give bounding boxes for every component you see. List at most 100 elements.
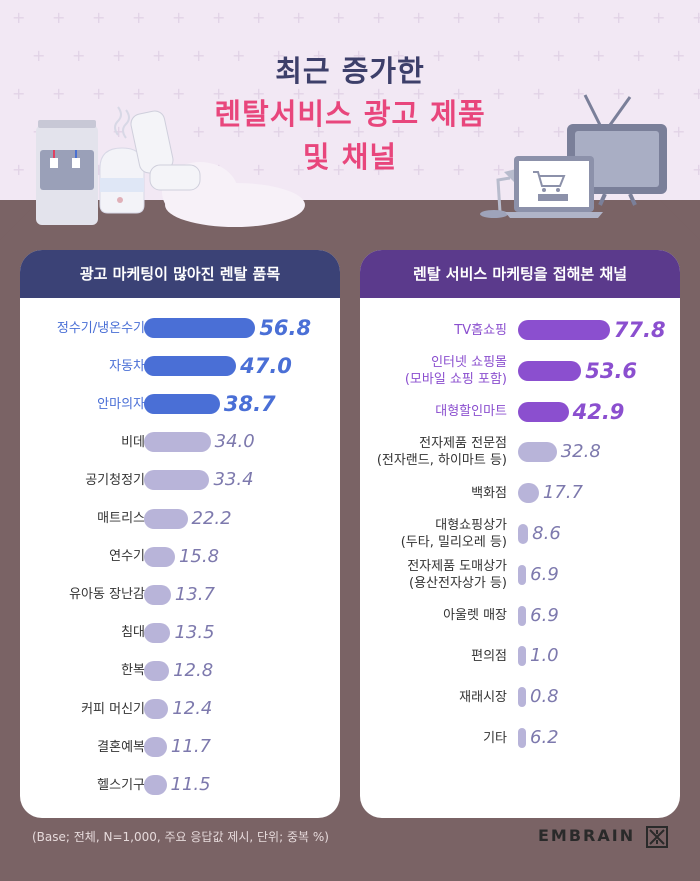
plus-decoration: + [232,46,246,65]
category-label: 전자제품 도매상가 (용산전자상가 등) [407,558,507,591]
laptop-icon [505,156,603,218]
category-label: 비데 [121,434,145,450]
plus-decoration: + [692,160,700,179]
value-label: 32.8 [560,441,601,463]
tv-icon [567,94,667,206]
bar [144,584,171,605]
value-label: 17.7 [542,482,583,504]
plus-decoration: + [372,160,386,179]
bar [518,605,527,626]
category-label: 공기청정기 [85,472,145,488]
plus-decoration: + [112,46,126,65]
plus-decoration: + [332,8,346,27]
plus-decoration: + [212,84,226,103]
category-label: 재래시장 [459,689,507,705]
plus-decoration: + [392,122,406,141]
plus-decoration: + [332,84,346,103]
marketing-channels-chart-title: 렌탈 서비스 마케팅을 접해본 채널 [360,250,680,298]
embrain-logo-icon [646,826,668,848]
category-label: 백화점 [471,485,507,501]
category-label: 연수기 [109,549,145,565]
plus-decoration: + [292,84,306,103]
value-label: 0.8 [530,686,559,708]
value-label: 12.4 [172,698,213,719]
plus-decoration: + [592,46,606,65]
bar [144,699,169,719]
category-label: 대형할인마트 [435,404,507,420]
title-line-1: 최근 증가한 [275,54,425,88]
bar [144,775,167,796]
value-label: 42.9 [572,399,625,424]
category-label: 편의점 [471,648,507,664]
plus-decoration: + [212,8,226,27]
plus-decoration: + [12,160,26,179]
plus-decoration: + [512,122,526,141]
plus-decoration: + [92,8,106,27]
plus-decoration: + [572,84,586,103]
plus-decoration: + [492,8,506,27]
bar [518,564,527,585]
value-label: 77.8 [613,318,666,342]
plus-decoration: + [452,8,466,27]
category-label: 유아동 장난감 [69,587,145,603]
value-label: 12.8 [173,659,214,681]
plus-decoration: + [92,84,106,103]
category-label: 한복 [121,663,145,679]
bar [518,524,529,544]
bar [144,318,256,338]
footnote: (Base; 전체, N=1,000, 주요 응답값 제시, 단위; 중복 %) [32,830,329,844]
value-label: 56.8 [259,316,312,340]
value-label: 22.2 [191,507,232,529]
category-label: 안마의자 [97,396,145,412]
category-label: 기타 [483,730,507,746]
water-purifier-icon [36,120,98,225]
category-label: 커피 머신기 [81,701,145,717]
value-label: 11.7 [170,736,211,758]
bar [144,394,220,415]
bar [518,728,526,748]
plus-decoration: + [512,46,526,65]
plus-decoration: + [412,84,426,103]
bar [518,646,526,667]
plus-decoration: + [572,8,586,27]
plus-decoration: + [352,46,366,65]
value-label: 47.0 [240,354,292,379]
plus-decoration: + [192,46,206,65]
plus-decoration: + [532,8,546,27]
bar [518,442,557,463]
value-label: 11.5 [170,774,211,796]
category-label: 전자제품 전문점 (전자랜드, 하이마트 등) [376,436,507,469]
plus-decoration: + [332,160,346,179]
plus-decoration: + [452,160,466,179]
value-label: 13.5 [174,621,215,643]
plus-decoration: + [412,160,426,179]
category-label: 대형쇼핑상가 (두타, 밀리오레 등) [400,518,507,550]
plus-decoration: + [632,46,646,65]
plus-decoration: + [252,160,266,179]
bar [144,622,171,643]
value-label: 34.0 [214,431,255,453]
massage-chair-icon [130,110,201,191]
plus-decoration: + [612,84,626,103]
value-label: 53.6 [585,358,638,383]
plus-decoration: + [472,46,486,65]
value-label: 6.2 [530,727,559,748]
category-label: 헬스기구 [97,777,145,793]
bar [518,687,526,708]
brand-logo-text: EMBRAIN [538,826,636,845]
plus-decoration: + [352,122,366,141]
plus-decoration: + [372,8,386,27]
plus-decoration: + [12,8,26,27]
category-label: 자동차 [109,358,145,374]
category-label: TV홈쇼핑 [454,322,507,338]
plus-decoration: + [652,84,666,103]
bar [518,360,582,381]
plus-decoration: + [552,122,566,141]
plus-decoration: + [252,84,266,103]
plus-decoration: + [452,84,466,103]
bar [144,660,170,681]
plus-decoration: + [72,46,86,65]
bar [144,508,188,529]
plus-decoration: + [292,8,306,27]
plus-decoration: + [652,8,666,27]
